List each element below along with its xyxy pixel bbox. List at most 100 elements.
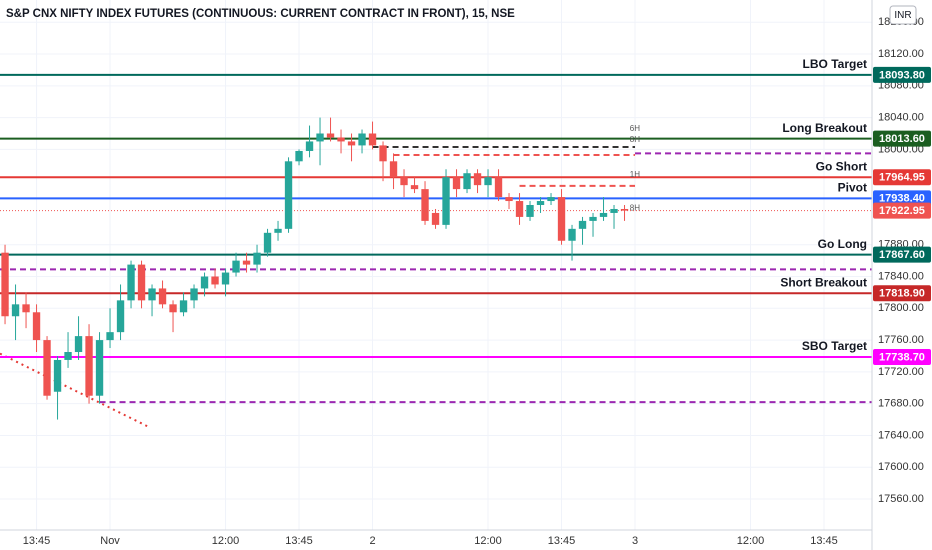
candle-body bbox=[53, 359, 62, 392]
candle-body bbox=[179, 300, 188, 313]
candle-body bbox=[11, 304, 20, 317]
candle-body bbox=[442, 177, 450, 225]
annotation: 8H bbox=[630, 203, 640, 212]
price-box bbox=[873, 202, 931, 219]
candle-body bbox=[106, 332, 114, 341]
candle-body bbox=[410, 185, 419, 190]
candle-body bbox=[473, 173, 482, 186]
x-tick-label: Nov bbox=[100, 535, 120, 547]
candle-body bbox=[568, 228, 576, 241]
candle-body bbox=[127, 264, 135, 301]
candle-body bbox=[463, 173, 471, 190]
candle-body bbox=[484, 177, 492, 186]
candle-body bbox=[358, 133, 366, 146]
price-box bbox=[873, 130, 931, 147]
candle-body bbox=[526, 205, 534, 217]
candle-body bbox=[578, 220, 587, 229]
candle-body bbox=[515, 201, 524, 217]
x-tick-label: 13:45 bbox=[285, 535, 313, 547]
y-tick-label: 17560.00 bbox=[878, 493, 924, 505]
price-box bbox=[873, 169, 931, 186]
x-tick-label: 2 bbox=[369, 535, 375, 547]
candle-body bbox=[505, 197, 513, 202]
y-tick-label: 17840.00 bbox=[878, 270, 924, 282]
level-name: SBO Target bbox=[802, 339, 867, 353]
candle-body bbox=[589, 216, 597, 221]
candle-body bbox=[211, 276, 219, 285]
candles bbox=[1, 117, 629, 420]
candle-body bbox=[158, 288, 167, 305]
candle-body bbox=[421, 189, 429, 221]
level-name: Pivot bbox=[838, 181, 867, 195]
candle-body bbox=[148, 288, 156, 301]
y-tick-label: 17600.00 bbox=[878, 461, 924, 473]
candle-body bbox=[494, 177, 503, 198]
currency[interactable]: INR bbox=[894, 10, 911, 21]
x-tick-label: 12:00 bbox=[737, 535, 765, 547]
chart-title: S&P CNX NIFTY INDEX FUTURES (CONTINUOUS:… bbox=[6, 8, 515, 20]
candle-body bbox=[295, 150, 303, 162]
candle-body bbox=[536, 201, 545, 206]
candle-body bbox=[200, 276, 209, 289]
price-box-label: 17738.70 bbox=[879, 351, 925, 363]
candle-body bbox=[242, 260, 251, 265]
candle-body bbox=[22, 304, 30, 313]
candle-body bbox=[253, 252, 261, 265]
level-name: LBO Target bbox=[803, 57, 867, 71]
candle-body bbox=[43, 340, 51, 396]
axes: 18160.0018120.0018080.0018040.0018000.00… bbox=[23, 16, 924, 547]
candle-body bbox=[190, 288, 198, 301]
y-tick-label: 18040.00 bbox=[878, 112, 924, 124]
price-box bbox=[873, 349, 931, 366]
price-boxes: 18093.80 18013.60 17964.95 17938.40 17867.60… bbox=[873, 66, 931, 366]
candle-body bbox=[599, 212, 608, 217]
level-name: Go Long bbox=[818, 237, 867, 251]
price-box-label: 17818.90 bbox=[879, 288, 925, 300]
annotation: 1H bbox=[630, 170, 640, 179]
candle-body bbox=[337, 137, 345, 142]
candle-body bbox=[326, 133, 335, 138]
price-box-label: 17938.40 bbox=[879, 193, 925, 205]
candle-body bbox=[1, 252, 9, 317]
candle-body bbox=[547, 197, 555, 202]
y-tick-label: 18120.00 bbox=[878, 48, 924, 60]
candle-body bbox=[274, 228, 282, 233]
candle-body bbox=[610, 208, 618, 213]
price-box-label: 17867.60 bbox=[879, 249, 925, 261]
candle-body bbox=[284, 161, 293, 229]
candle-body bbox=[400, 177, 408, 186]
candle-body bbox=[620, 208, 629, 211]
candle-body bbox=[116, 300, 125, 333]
x-tick-label: 3 bbox=[632, 535, 638, 547]
level-name: Go Short bbox=[816, 159, 867, 173]
candle-body bbox=[368, 133, 377, 146]
candle-body bbox=[32, 312, 41, 341]
x-tick-label: 12:00 bbox=[474, 535, 502, 547]
candle-body bbox=[64, 352, 72, 360]
price-box-label: 18093.80 bbox=[879, 69, 925, 81]
candle-body bbox=[379, 145, 387, 162]
candle-body bbox=[263, 232, 272, 253]
levels: LBO Target Long Breakout Go Short Pivot Go L… bbox=[0, 57, 872, 429]
candle-body bbox=[316, 133, 324, 142]
x-tick-label: 13:45 bbox=[548, 535, 576, 547]
candle-body bbox=[431, 212, 440, 225]
y-tick-label: 17800.00 bbox=[878, 302, 924, 314]
candle-body bbox=[557, 197, 566, 241]
candle-body bbox=[232, 260, 240, 273]
candle-body bbox=[74, 336, 83, 353]
price-box-label: 18013.60 bbox=[879, 133, 925, 145]
candle-body bbox=[305, 141, 314, 151]
x-tick-label: 12:00 bbox=[212, 535, 240, 547]
y-tick-label: 17640.00 bbox=[878, 429, 924, 441]
price-box bbox=[873, 66, 931, 83]
annotation: 6H bbox=[630, 124, 640, 133]
y-tick-label: 17680.00 bbox=[878, 398, 924, 410]
price-box bbox=[873, 285, 931, 302]
level-name: Short Breakout bbox=[780, 275, 867, 289]
currency-box[interactable] bbox=[889, 5, 917, 25]
trend-line bbox=[0, 352, 151, 429]
candle-body bbox=[347, 141, 356, 146]
candle-body bbox=[389, 161, 398, 178]
